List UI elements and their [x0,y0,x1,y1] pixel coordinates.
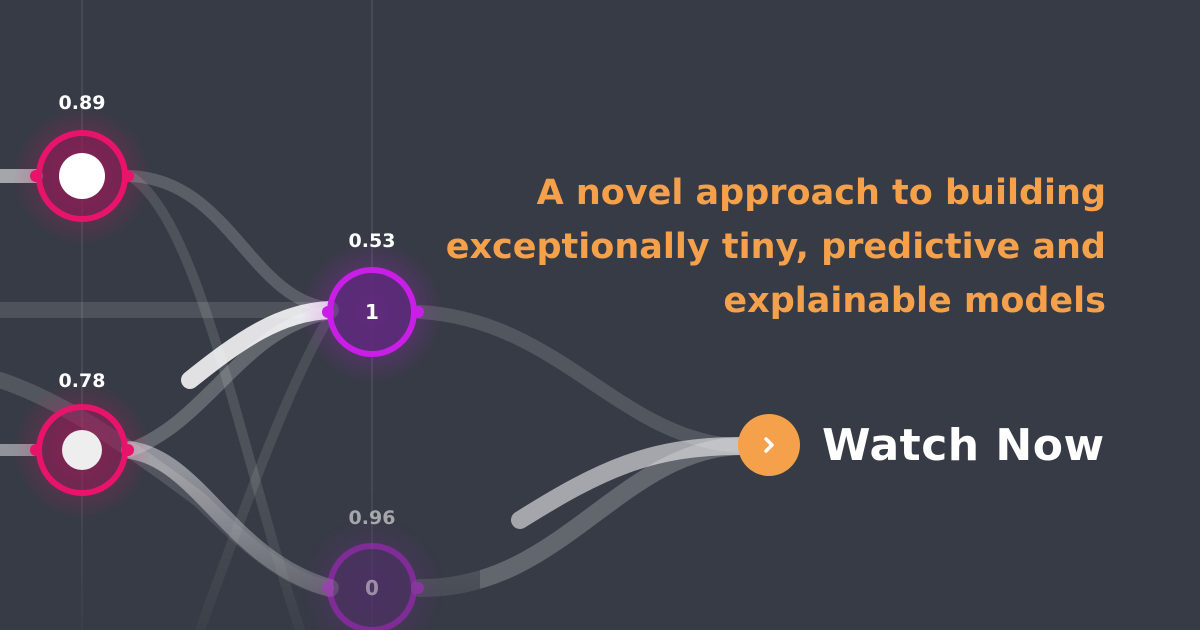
headline-line: explainable models [723,281,1106,321]
node-0-78 [12,380,152,520]
node-0-53 [300,240,444,384]
watch-now-button[interactable]: Watch Now [738,414,1105,476]
node-value-label: 0.96 [348,507,396,529]
link [511,437,749,529]
node-output-value: 1 [365,300,379,324]
headline-line: A novel approach to building [536,173,1106,213]
node-0-89 [12,106,152,246]
chevron-right-icon[interactable] [738,414,800,476]
watch-now-label[interactable]: Watch Now [822,419,1105,471]
headline-line: exceptionally tiny, predictive and [445,227,1106,267]
node-value-label: 0.78 [58,370,106,392]
link [413,305,747,453]
link [124,170,336,314]
node-0-96 [300,516,444,630]
node-value-label: 0.53 [348,230,396,252]
node-output-value: 0 [365,576,379,600]
headline: A novel approach to building exceptional… [406,166,1106,328]
node-value-label: 0.89 [58,92,106,114]
